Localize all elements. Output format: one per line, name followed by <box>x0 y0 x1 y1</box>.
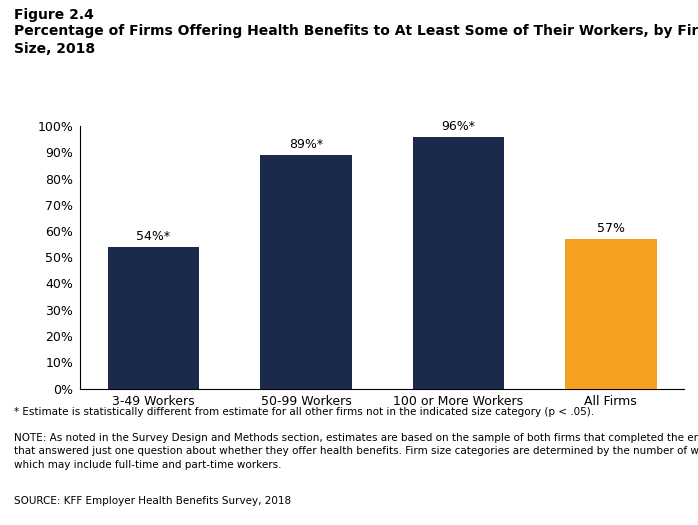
Text: Percentage of Firms Offering Health Benefits to At Least Some of Their Workers, : Percentage of Firms Offering Health Bene… <box>14 24 698 56</box>
Text: 96%*: 96%* <box>441 120 475 132</box>
Text: 57%: 57% <box>597 222 625 235</box>
Text: 54%*: 54%* <box>136 230 170 243</box>
Bar <box>565 239 657 388</box>
Text: SOURCE: KFF Employer Health Benefits Survey, 2018: SOURCE: KFF Employer Health Benefits Sur… <box>14 496 291 506</box>
Bar <box>413 136 504 388</box>
Text: * Estimate is statistically different from estimate for all other firms not in t: * Estimate is statistically different fr… <box>14 407 594 417</box>
Text: 89%*: 89%* <box>289 138 323 151</box>
Bar <box>107 247 199 388</box>
Text: Figure 2.4: Figure 2.4 <box>14 8 94 22</box>
Text: NOTE: As noted in the Survey Design and Methods section, estimates are based on : NOTE: As noted in the Survey Design and … <box>14 433 698 469</box>
Bar <box>260 155 352 388</box>
